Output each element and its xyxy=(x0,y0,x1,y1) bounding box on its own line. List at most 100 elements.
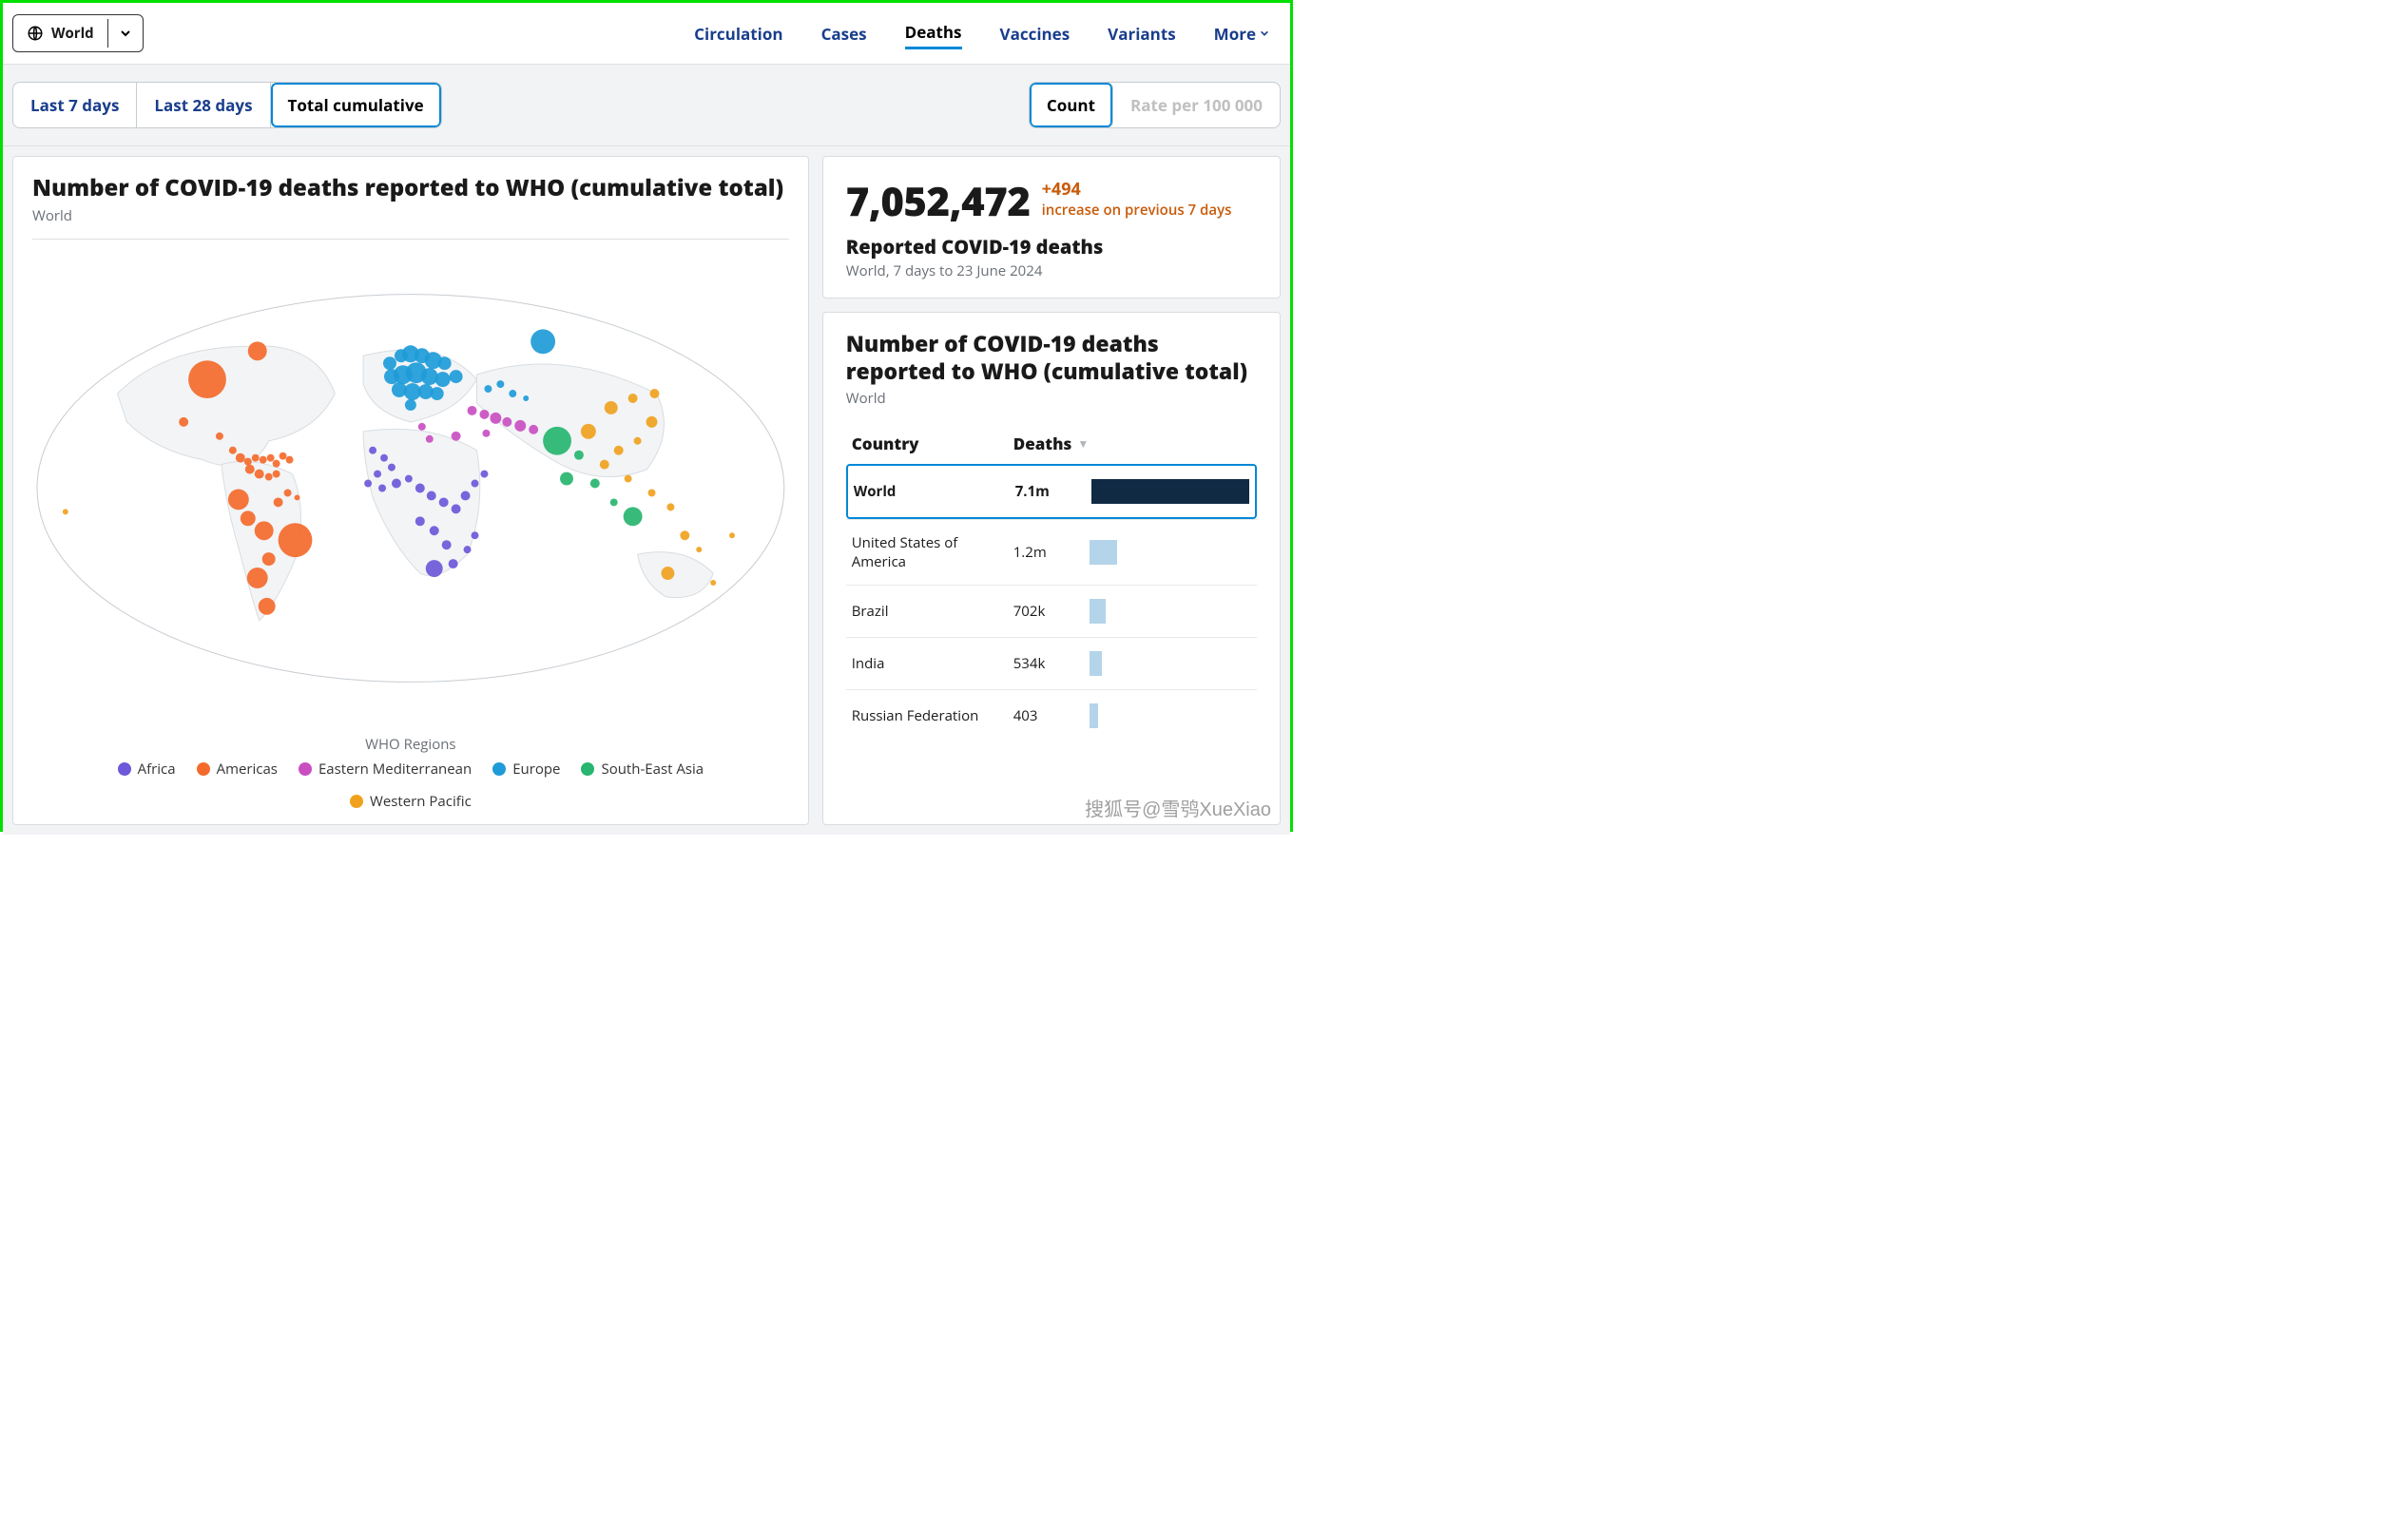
map-bubble[interactable] xyxy=(427,491,436,500)
map-bubble[interactable] xyxy=(267,454,275,462)
map-bubble[interactable] xyxy=(248,341,267,360)
map-bubble[interactable] xyxy=(590,479,600,489)
map-bubble[interactable] xyxy=(661,567,674,580)
table-row[interactable]: United States of America1.2m xyxy=(846,519,1257,585)
map-bubble[interactable] xyxy=(229,447,237,454)
map-bubble[interactable] xyxy=(543,427,571,455)
map-bubble[interactable] xyxy=(274,497,283,507)
table-row[interactable]: Russian Federation403 xyxy=(846,689,1257,741)
map-bubble[interactable] xyxy=(262,552,276,566)
table-row[interactable]: Brazil702k xyxy=(846,585,1257,637)
legend-eastern-mediterranean[interactable]: Eastern Mediterranean xyxy=(299,760,472,779)
map-bubble[interactable] xyxy=(374,471,381,478)
map-bubble[interactable] xyxy=(430,526,439,535)
legend-south-east-asia[interactable]: South-East Asia xyxy=(581,760,704,779)
map-bubble[interactable] xyxy=(614,446,624,455)
map-bubble[interactable] xyxy=(479,410,489,419)
map-bubble[interactable] xyxy=(624,507,643,526)
map-bubble[interactable] xyxy=(696,547,702,552)
legend-americas[interactable]: Americas xyxy=(197,760,278,779)
map-bubble[interactable] xyxy=(418,423,426,431)
nav-more[interactable]: More xyxy=(1214,19,1269,48)
map-bubble[interactable] xyxy=(265,473,273,481)
region-selector[interactable]: World xyxy=(12,14,144,52)
map-bubble[interactable] xyxy=(529,425,538,434)
map-bubble[interactable] xyxy=(581,424,596,439)
map-bubble[interactable] xyxy=(574,451,584,460)
map-bubble[interactable] xyxy=(380,454,388,462)
map-bubble[interactable] xyxy=(680,530,689,540)
map-bubble[interactable] xyxy=(252,454,260,462)
map-bubble[interactable] xyxy=(634,437,642,445)
map-bubble[interactable] xyxy=(480,471,488,478)
table-row[interactable]: World7.1m xyxy=(846,464,1257,519)
map-bubble[interactable] xyxy=(63,509,68,514)
map-bubble[interactable] xyxy=(468,406,477,415)
map-bubble[interactable] xyxy=(523,395,529,401)
map-bubble[interactable] xyxy=(255,470,264,479)
time-seg-total-cumulative[interactable]: Total cumulative xyxy=(271,83,441,127)
map-bubble[interactable] xyxy=(383,356,396,370)
map-bubble[interactable] xyxy=(502,417,511,427)
map-bubble[interactable] xyxy=(415,484,425,493)
map-bubble[interactable] xyxy=(241,510,256,526)
time-seg-last-7-days[interactable]: Last 7 days xyxy=(13,83,137,127)
map-bubble[interactable] xyxy=(452,432,461,441)
map-bubble[interactable] xyxy=(273,471,280,478)
map-bubble[interactable] xyxy=(648,489,656,496)
map-bubble[interactable] xyxy=(295,494,300,500)
map-bubble[interactable] xyxy=(245,465,255,474)
map-bubble[interactable] xyxy=(650,389,660,398)
map-bubble[interactable] xyxy=(179,417,188,427)
nav-cases[interactable]: Cases xyxy=(821,19,867,48)
map-bubble[interactable] xyxy=(560,472,573,486)
map-bubble[interactable] xyxy=(710,580,716,586)
map-bubble[interactable] xyxy=(188,360,226,398)
map-bubble[interactable] xyxy=(514,420,526,432)
legend-europe[interactable]: Europe xyxy=(492,760,560,779)
map-bubble[interactable] xyxy=(464,546,472,553)
map-bubble[interactable] xyxy=(259,598,276,615)
map-bubble[interactable] xyxy=(729,532,735,538)
map-bubble[interactable] xyxy=(364,480,372,488)
map-bubble[interactable] xyxy=(247,568,268,588)
map-bubble[interactable] xyxy=(490,413,501,424)
map-bubble[interactable] xyxy=(449,559,458,568)
map-bubble[interactable] xyxy=(426,560,443,577)
map-bubble[interactable] xyxy=(286,456,294,464)
nav-variants[interactable]: Variants xyxy=(1108,19,1176,48)
map-bubble[interactable] xyxy=(260,456,267,464)
map-bubble[interactable] xyxy=(228,489,249,510)
map-bubble[interactable] xyxy=(496,380,504,388)
map-bubble[interactable] xyxy=(284,489,292,496)
map-bubble[interactable] xyxy=(439,497,449,507)
map-bubble[interactable] xyxy=(388,464,395,472)
map-bubble[interactable] xyxy=(605,401,618,414)
map-bubble[interactable] xyxy=(628,394,638,403)
map-bubble[interactable] xyxy=(216,433,223,440)
map-bubble[interactable] xyxy=(600,460,609,470)
map-bubble[interactable] xyxy=(472,531,479,539)
map-bubble[interactable] xyxy=(421,368,438,385)
map-bubble[interactable] xyxy=(405,399,416,411)
map-bubble[interactable] xyxy=(438,356,452,370)
time-seg-last-28-days[interactable]: Last 28 days xyxy=(137,83,270,127)
map-bubble[interactable] xyxy=(280,452,287,460)
nav-circulation[interactable]: Circulation xyxy=(694,19,782,48)
world-map[interactable] xyxy=(32,247,789,729)
map-bubble[interactable] xyxy=(236,453,245,463)
map-bubble[interactable] xyxy=(244,458,252,466)
map-bubble[interactable] xyxy=(369,447,376,454)
map-bubble[interactable] xyxy=(255,521,274,540)
map-bubble[interactable] xyxy=(452,504,461,513)
map-bubble[interactable] xyxy=(530,329,555,354)
map-bubble[interactable] xyxy=(392,479,401,489)
map-bubble[interactable] xyxy=(450,370,463,383)
map-bubble[interactable] xyxy=(482,430,490,437)
legend-africa[interactable]: Africa xyxy=(118,760,176,779)
map-bubble[interactable] xyxy=(484,385,492,393)
map-bubble[interactable] xyxy=(435,372,451,387)
region-selector-dropdown[interactable] xyxy=(107,19,143,48)
map-bubble[interactable] xyxy=(415,516,425,526)
measure-seg-count[interactable]: Count xyxy=(1030,83,1113,127)
